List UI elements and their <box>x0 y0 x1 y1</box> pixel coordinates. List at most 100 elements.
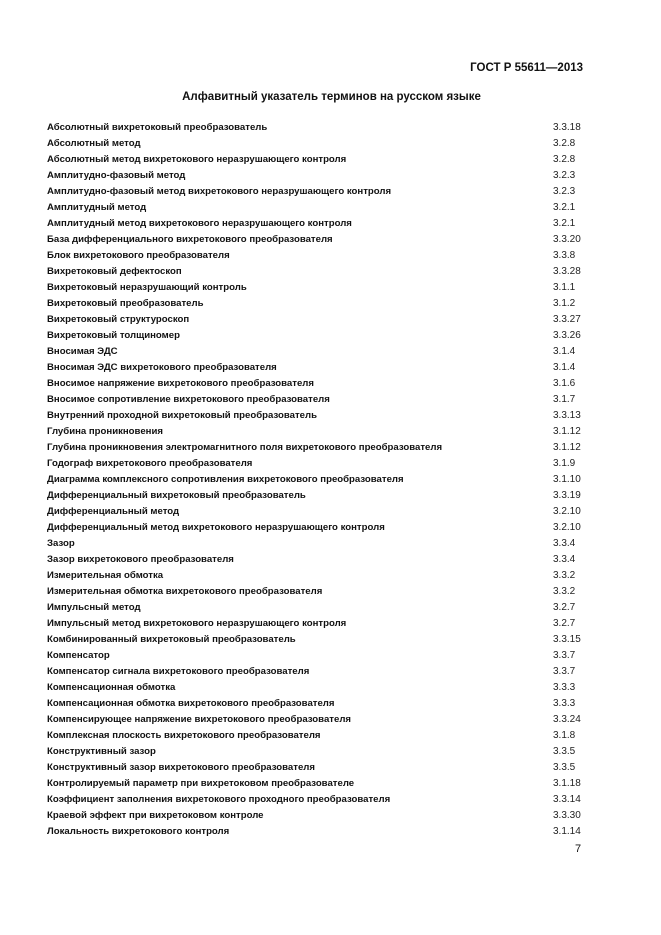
entry-term: Амплитудно-фазовый метод вихретокового н… <box>47 186 392 197</box>
entry-term: База дифференциального вихретокового пре… <box>47 234 333 245</box>
index-entry: Зазор 3.3.4 <box>47 536 587 552</box>
index-entry: Амплитудный метод вихретокового неразруш… <box>47 216 587 232</box>
entry-term: Измерительная обмотка вихретокового прео… <box>47 586 323 597</box>
index-entry: Конструктивный зазор 3.3.5 <box>47 744 587 760</box>
entry-term: Диаграмма комплексного сопротивления вих… <box>47 474 404 485</box>
entry-term: Блок вихретокового преобразователя <box>47 250 230 261</box>
entry-reference: 3.2.3 <box>553 170 576 181</box>
index-entry: Блок вихретокового преобразователя 3.3.8 <box>47 248 587 264</box>
index-entry: Коэффициент заполнения вихретокового про… <box>47 792 587 808</box>
index-entry: Дифференциальный вихретоковый преобразов… <box>47 488 587 504</box>
entry-term: Вносимая ЭДС <box>47 346 118 357</box>
index-entry: Абсолютный метод 3.2.8 <box>47 136 587 152</box>
entry-reference: 3.3.15 <box>553 634 581 645</box>
entry-term: Импульсный метод вихретокового неразруша… <box>47 618 347 629</box>
index-entry: Компенсационная обмотка 3.3.3 <box>47 680 587 696</box>
index-entry: Глубина проникновения электромагнитного … <box>47 440 587 456</box>
index-entry: Вихретоковый структуроскоп 3.3.27 <box>47 312 587 328</box>
index-title: Алфавитный указатель терминов на русском… <box>182 91 481 103</box>
index-entry: Измерительная обмотка 3.3.2 <box>47 568 587 584</box>
entry-reference: 3.3.18 <box>553 122 581 133</box>
entry-term: Вихретоковый неразрушающий контроль <box>47 282 247 293</box>
entry-term: Комплексная плоскость вихретокового прео… <box>47 730 321 741</box>
entry-term: Глубина проникновения электромагнитного … <box>47 442 443 453</box>
index-entry: Годограф вихретокового преобразователя 3.… <box>47 456 587 472</box>
entry-reference: 3.3.7 <box>553 666 576 677</box>
index-entry: Измерительная обмотка вихретокового прео… <box>47 584 587 600</box>
entry-term: Зазор <box>47 538 75 549</box>
entry-reference: 3.1.12 <box>553 442 581 453</box>
entry-term: Амплитудный метод <box>47 202 147 213</box>
index-entry: Абсолютный вихретоковый преобразователь 3… <box>47 120 587 136</box>
page-number: 7 <box>575 843 582 855</box>
index-entry: Вносимая ЭДС 3.1.4 <box>47 344 587 360</box>
entry-term: Вносимое сопротивление вихретокового пре… <box>47 394 330 405</box>
index-entry: Компенсатор 3.3.7 <box>47 648 587 664</box>
entry-reference: 3.3.3 <box>553 698 576 709</box>
index-entry: Комбинированный вихретоковый преобразова… <box>47 632 587 648</box>
entry-reference: 3.1.1 <box>553 282 576 293</box>
index-entry: Вихретоковый дефектоскоп 3.3.28 <box>47 264 587 280</box>
entry-reference: 3.3.2 <box>553 570 576 581</box>
index-entry: Компенсатор сигнала вихретокового преобр… <box>47 664 587 680</box>
entry-term: Внутренний проходной вихретоковый преобр… <box>47 410 317 421</box>
entry-reference: 3.3.4 <box>553 538 576 549</box>
index-entry: Вихретоковый неразрушающий контроль 3.1.1 <box>47 280 587 296</box>
entry-term: Абсолютный вихретоковый преобразователь <box>47 122 268 133</box>
index-entry: Дифференциальный метод вихретокового нер… <box>47 520 587 536</box>
index-entry: Внутренний проходной вихретоковый преобр… <box>47 408 587 424</box>
entry-reference: 3.1.6 <box>553 378 576 389</box>
entry-reference: 3.3.2 <box>553 586 576 597</box>
index-entry: Вносимое напряжение вихретокового преобр… <box>47 376 587 392</box>
entry-reference: 3.1.12 <box>553 426 581 437</box>
entry-term: Годограф вихретокового преобразователя <box>47 458 253 469</box>
entry-reference: 3.1.4 <box>553 346 576 357</box>
entry-reference: 3.3.5 <box>553 762 576 773</box>
index-entry: Глубина проникновения 3.1.12 <box>47 424 587 440</box>
entry-reference: 3.3.30 <box>553 810 581 821</box>
entry-term: Дифференциальный вихретоковый преобразов… <box>47 490 306 501</box>
entry-reference: 3.2.1 <box>553 218 576 229</box>
entry-reference: 3.3.19 <box>553 490 581 501</box>
entry-reference: 3.2.8 <box>553 138 576 149</box>
index-entry: Абсолютный метод вихретокового неразруша… <box>47 152 587 168</box>
index-entry: Комплексная плоскость вихретокового прео… <box>47 728 587 744</box>
term-index-list: Абсолютный вихретоковый преобразователь 3… <box>47 120 587 840</box>
entry-reference: 3.3.20 <box>553 234 581 245</box>
index-entry: Локальность вихретокового контроля 3.1.14 <box>47 824 587 840</box>
entry-term: Амплитудный метод вихретокового неразруш… <box>47 218 352 229</box>
index-entry: Амплитудный метод 3.2.1 <box>47 200 587 216</box>
entry-term: Дифференциальный метод <box>47 506 180 517</box>
entry-term: Локальность вихретокового контроля <box>47 826 230 837</box>
entry-reference: 3.3.8 <box>553 250 576 261</box>
document-header: ГОСТ Р 55611—2013 <box>470 62 583 74</box>
index-entry: Диаграмма комплексного сопротивления вих… <box>47 472 587 488</box>
entry-reference: 3.1.4 <box>553 362 576 373</box>
entry-reference: 3.3.13 <box>553 410 581 421</box>
entry-term: Конструктивный зазор <box>47 746 156 757</box>
entry-reference: 3.2.10 <box>553 522 581 533</box>
entry-term: Вихретоковый преобразователь <box>47 298 204 309</box>
index-entry: Компенсационная обмотка вихретокового пр… <box>47 696 587 712</box>
entry-reference: 3.2.1 <box>553 202 576 213</box>
index-entry: Дифференциальный метод 3.2.10 <box>47 504 587 520</box>
index-entry: Компенсирующее напряжение вихретокового … <box>47 712 587 728</box>
entry-term: Компенсирующее напряжение вихретокового … <box>47 714 352 725</box>
entry-reference: 3.2.7 <box>553 618 576 629</box>
index-entry: Зазор вихретокового преобразователя 3.3.4 <box>47 552 587 568</box>
index-entry: Импульсный метод 3.2.7 <box>47 600 587 616</box>
entry-reference: 3.1.14 <box>553 826 581 837</box>
entry-term: Компенсационная обмотка вихретокового пр… <box>47 698 335 709</box>
entry-term: Компенсационная обмотка <box>47 682 176 693</box>
index-entry: Вносимая ЭДС вихретокового преобразовате… <box>47 360 587 376</box>
entry-reference: 3.3.7 <box>553 650 576 661</box>
entry-reference: 3.2.7 <box>553 602 576 613</box>
index-entry: Вносимое сопротивление вихретокового пре… <box>47 392 587 408</box>
index-entry: Конструктивный зазор вихретокового преоб… <box>47 760 587 776</box>
entry-term: Дифференциальный метод вихретокового нер… <box>47 522 385 533</box>
entry-term: Коэффициент заполнения вихретокового про… <box>47 794 391 805</box>
entry-reference: 3.3.26 <box>553 330 581 341</box>
index-entry: Контролируемый параметр при вихретоковом… <box>47 776 587 792</box>
entry-reference: 3.1.2 <box>553 298 576 309</box>
entry-term: Комбинированный вихретоковый преобразова… <box>47 634 296 645</box>
